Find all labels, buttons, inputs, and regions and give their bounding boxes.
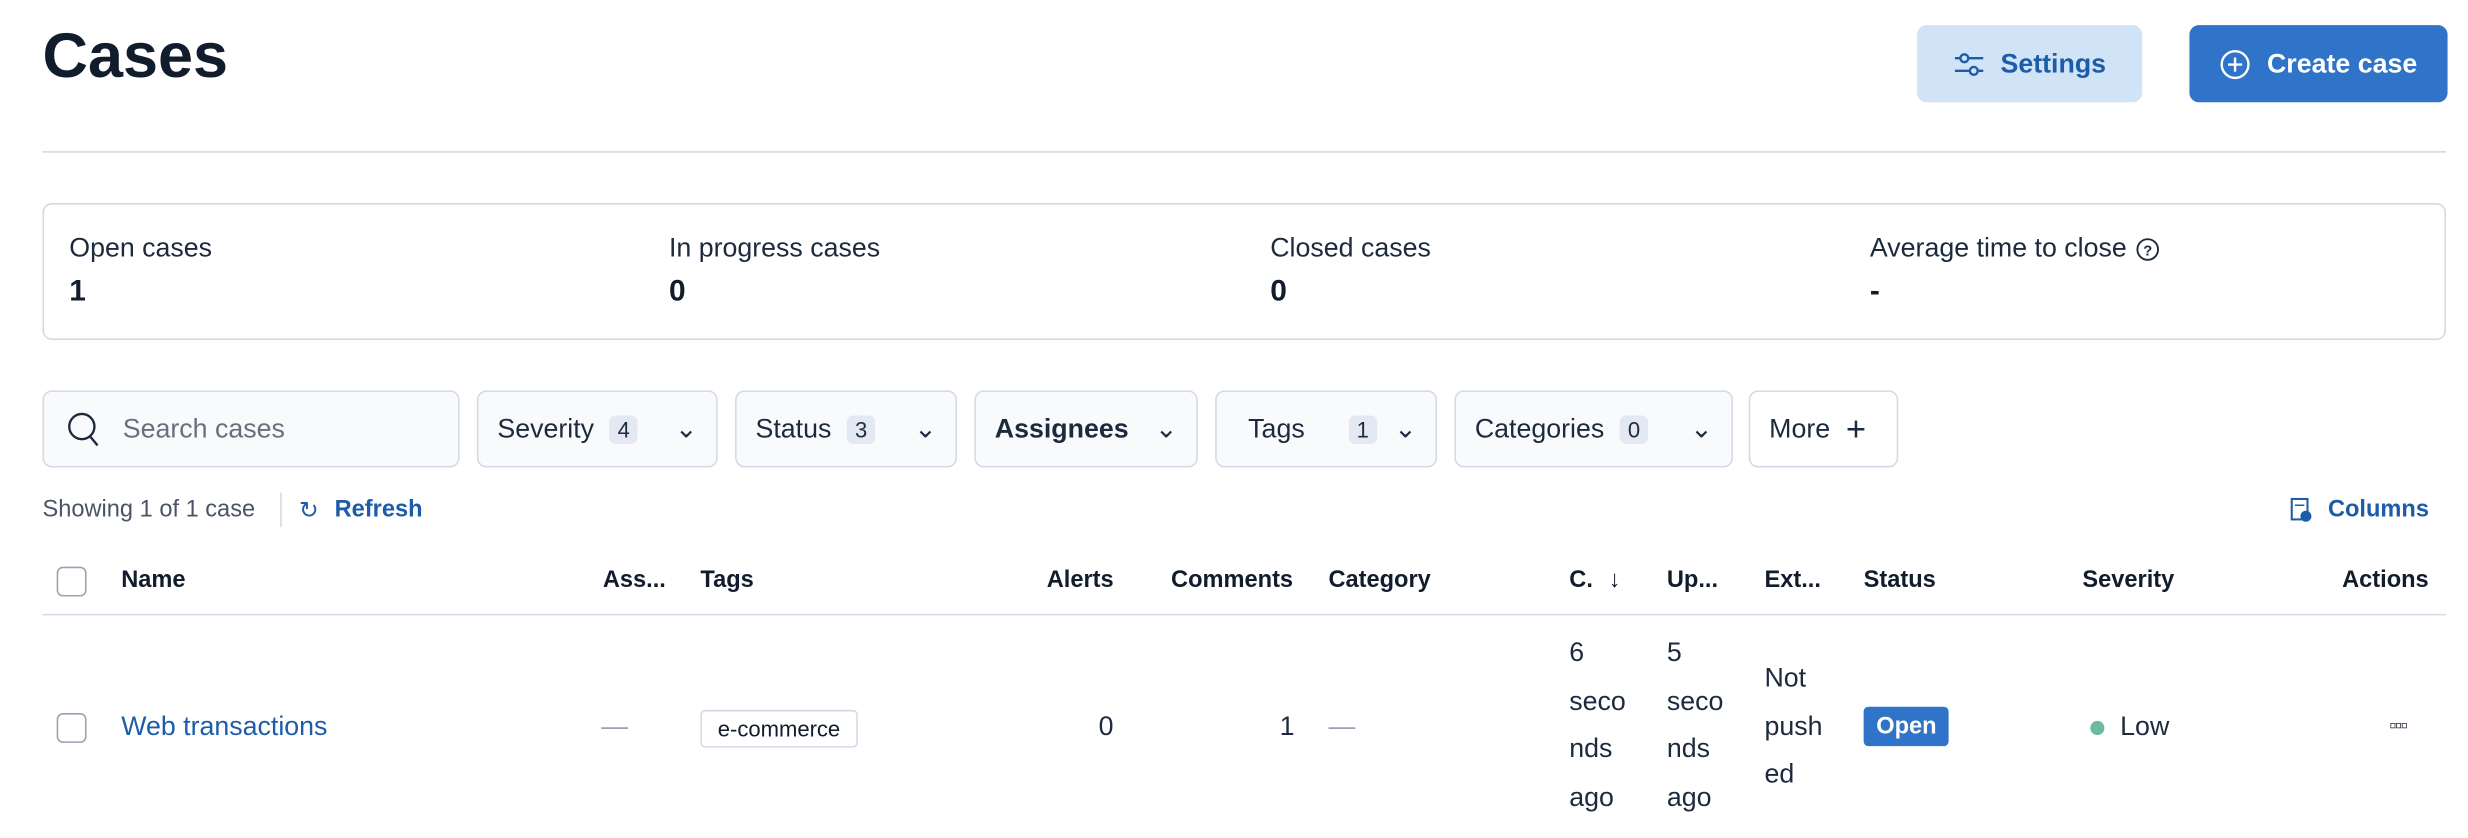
stat-value: 0: [668, 275, 686, 309]
filter-count-badge: 4: [609, 414, 638, 444]
col-alerts[interactable]: Alerts: [1046, 566, 1114, 594]
tags-filter[interactable]: Tags 1 ⌄: [1215, 390, 1438, 468]
col-assignees[interactable]: Ass...: [602, 566, 666, 594]
assignees-cell: —: [601, 711, 629, 742]
severity-dot-icon: [2090, 720, 2105, 735]
stat-avg-time: Average time to close? -: [1870, 233, 2160, 310]
stat-in-progress: In progress cases 0: [669, 233, 880, 310]
severity-filter[interactable]: Severity 4 ⌄: [476, 390, 718, 468]
columns-button[interactable]: Columns: [2290, 496, 2429, 523]
filter-label: Tags: [1248, 413, 1305, 444]
help-icon[interactable]: ?: [2136, 237, 2160, 261]
more-actions-icon[interactable]: ▫▫▫: [2389, 713, 2408, 737]
filter-count-badge: 0: [1619, 414, 1649, 444]
showing-count: Showing 1 of 1 case: [42, 495, 256, 523]
comments-cell: 1: [1279, 711, 1295, 742]
filter-label: Status: [755, 413, 832, 444]
settings-button[interactable]: Settings: [1917, 25, 2143, 103]
col-name[interactable]: Name: [121, 566, 186, 594]
svg-text:?: ?: [2143, 243, 2152, 259]
refresh-icon: ↻: [299, 497, 319, 525]
header-divider: [42, 613, 2446, 616]
stat-label: Open cases: [69, 232, 213, 263]
chevron-down-icon: ⌄: [1154, 413, 1178, 444]
stat-closed: Closed cases 0: [1270, 233, 1431, 310]
assignees-filter[interactable]: Assignees ⌄: [974, 390, 1198, 468]
more-filters-button[interactable]: More +: [1748, 390, 1899, 468]
columns-icon: [2290, 497, 2312, 521]
col-updated[interactable]: Up...: [1666, 566, 1719, 594]
search-placeholder: Search cases: [122, 413, 285, 444]
refresh-label: Refresh: [334, 495, 423, 523]
created-cell: 6 seco nds ago: [1569, 637, 1626, 812]
filter-count-badge: 1: [1348, 414, 1377, 444]
stat-open: Open cases 1: [69, 233, 212, 310]
severity-cell: Low: [2090, 711, 2169, 742]
col-tags[interactable]: Tags: [700, 566, 754, 594]
settings-label: Settings: [2000, 48, 2107, 78]
status-filter[interactable]: Status 3 ⌄: [735, 390, 957, 468]
stat-label: Closed cases: [1270, 232, 1431, 263]
columns-label: Columns: [2327, 495, 2429, 523]
row-checkbox[interactable]: [56, 713, 87, 743]
select-all-checkbox[interactable]: [56, 566, 87, 597]
tag-badge[interactable]: e-commerce: [700, 709, 858, 748]
filter-label: Assignees: [994, 413, 1129, 444]
chevron-down-icon: ⌄: [1690, 413, 1713, 444]
categories-filter[interactable]: Categories 0 ⌄: [1454, 390, 1733, 468]
col-created[interactable]: C. ↓: [1569, 567, 1620, 594]
stat-value: -: [1869, 275, 1880, 309]
divider: [42, 151, 2446, 153]
page-title: Cases: [42, 22, 229, 92]
divider: [280, 492, 282, 528]
stat-label: Average time to close: [1869, 232, 2127, 263]
col-category[interactable]: Category: [1328, 566, 1431, 594]
col-actions: Actions: [2342, 566, 2429, 594]
plus-icon: +: [1845, 408, 1867, 448]
filter-label: More: [1769, 413, 1831, 444]
updated-cell: 5 seco nds ago: [1666, 637, 1724, 812]
col-external[interactable]: Ext...: [1764, 566, 1821, 594]
external-cell: Not push ed: [1764, 662, 1823, 789]
filter-label: Categories: [1474, 413, 1605, 444]
col-comments[interactable]: Comments: [1171, 566, 1294, 594]
create-case-button[interactable]: Create case: [2189, 25, 2448, 103]
filter-count-badge: 3: [847, 414, 876, 444]
severity-label: Low: [2120, 711, 2170, 742]
search-input[interactable]: Search cases: [42, 390, 460, 468]
case-stats-panel: Open cases 1 In progress cases 0 Closed ca…: [42, 203, 2446, 340]
arrow-down-icon: ↓: [1608, 566, 1621, 594]
case-name-link[interactable]: Web transactions: [121, 711, 328, 742]
chevron-down-icon: ⌄: [674, 413, 698, 444]
alerts-cell: 0: [1098, 711, 1114, 742]
chevron-down-icon: ⌄: [1394, 413, 1417, 444]
stat-value: 1: [69, 275, 86, 309]
refresh-button[interactable]: ↻ Refresh: [299, 496, 422, 524]
chevron-down-icon: ⌄: [914, 413, 937, 444]
category-cell: —: [1328, 711, 1356, 742]
filter-label: Severity: [497, 413, 595, 444]
col-created-label: C.: [1569, 566, 1593, 594]
plus-circle-icon: [2220, 49, 2251, 79]
col-status[interactable]: Status: [1863, 566, 1936, 594]
stat-label: In progress cases: [668, 232, 881, 263]
status-badge[interactable]: Open: [1863, 706, 1950, 747]
create-case-label: Create case: [2266, 48, 2418, 78]
search-icon: [68, 411, 99, 446]
col-severity[interactable]: Severity: [2082, 566, 2175, 594]
stat-value: 0: [1270, 275, 1287, 309]
sliders-icon: [1954, 52, 1984, 76]
